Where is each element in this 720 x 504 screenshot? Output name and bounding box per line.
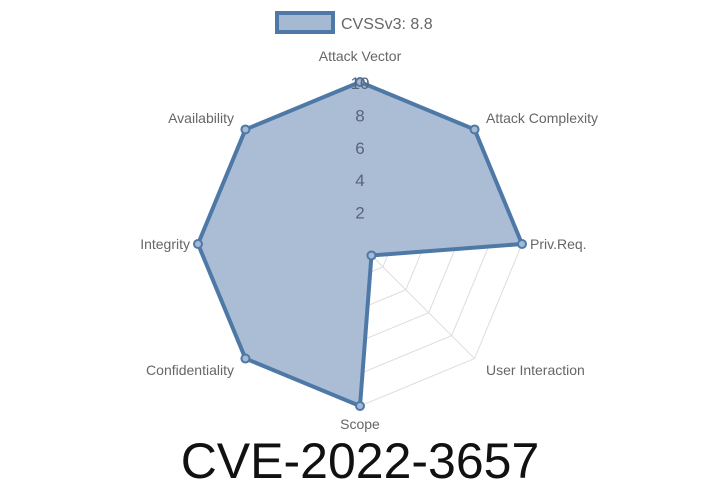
legend-swatch [275, 11, 335, 34]
axis-label: Confidentiality [146, 362, 234, 378]
radial-ticks: 2 4 6 8 10 [351, 74, 370, 223]
data-point[interactable] [193, 239, 203, 249]
series-area [193, 77, 527, 411]
data-point[interactable] [240, 353, 251, 364]
axis-label: Integrity [140, 236, 190, 252]
axis-label: User Interaction [486, 362, 585, 378]
data-point[interactable] [469, 124, 480, 135]
axis-label: Priv.Req. [530, 236, 587, 252]
tick-label: 8 [355, 106, 364, 125]
axis-label: Attack Vector [319, 48, 402, 64]
grid-spoke [359, 243, 475, 359]
axis-label: Availability [168, 110, 234, 126]
legend[interactable]: CVSSv3: 8.8 [275, 11, 433, 34]
axis-labels: Attack Vector Attack Complexity Priv.Req. U… [140, 48, 598, 432]
data-point[interactable] [517, 239, 527, 249]
legend-label: CVSSv3: 8.8 [341, 16, 433, 33]
data-point[interactable] [366, 250, 377, 261]
data-point[interactable] [355, 77, 365, 87]
axis-label: Attack Complexity [486, 110, 598, 126]
data-point[interactable] [240, 124, 251, 135]
data-point[interactable] [355, 401, 365, 411]
tick-label: 4 [355, 171, 364, 190]
tick-label: 2 [355, 204, 364, 223]
chart-title: CVE-2022-3657 [180, 433, 540, 489]
axis-label: Scope [340, 416, 380, 432]
tick-label: 10 [351, 74, 370, 93]
tick-label: 6 [355, 139, 364, 158]
